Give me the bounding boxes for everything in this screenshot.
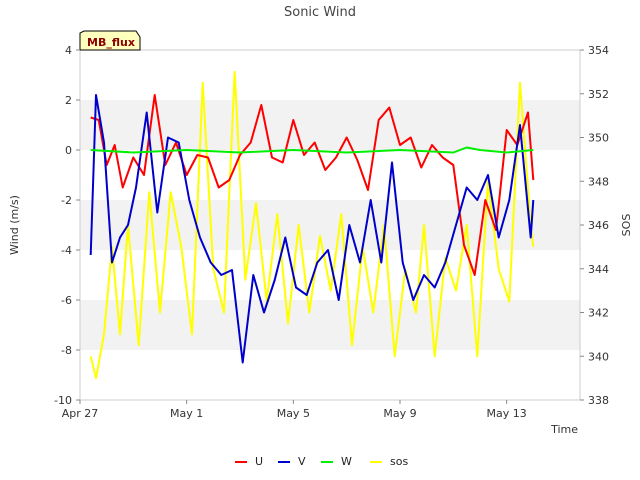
y2-axis-label: SOS (620, 214, 633, 237)
y2-tick-label: 346 (588, 219, 609, 232)
y-tick-label: 4 (65, 44, 72, 57)
y-tick-label: -8 (61, 344, 72, 357)
y2-tick-label: 354 (588, 44, 609, 57)
y2-tick-label: 350 (588, 132, 609, 145)
y-tick-label: -2 (61, 194, 72, 207)
series-line-v (89, 94, 535, 364)
x-tick-label: May 1 (170, 407, 203, 420)
site-label-text: MB_flux (87, 36, 135, 49)
legend-label-v: V (298, 455, 306, 468)
grid-band (80, 100, 580, 150)
y2-tick-label: 342 (588, 307, 609, 320)
legend-label-w: W (341, 455, 352, 468)
grid-band (80, 300, 580, 350)
y-tick-label: 2 (65, 94, 72, 107)
x-axis-label: Time (550, 423, 578, 436)
y2-tick-label: 352 (588, 88, 609, 101)
legend-label-u: U (255, 455, 263, 468)
chart-title: Sonic Wind (284, 5, 356, 20)
x-tick-label: May 9 (383, 407, 416, 420)
legend-label-sos: sos (390, 455, 408, 468)
x-tick-label: May 5 (277, 407, 310, 420)
y2-tick-label: 338 (588, 394, 609, 407)
site-label-badge: MB_flux (79, 30, 141, 51)
x-tick-label: Apr 27 (62, 407, 99, 420)
series-line-w (90, 146, 534, 154)
grid-band (80, 200, 580, 250)
y-tick-label: -10 (54, 394, 72, 407)
x-tick-label: May 13 (487, 407, 527, 420)
site-label-box (79, 30, 141, 51)
series-line-u (90, 94, 535, 276)
series-lines (89, 70, 535, 380)
x-axis-ticks: Apr 27 May 1 May 5 May 9 May 13 (62, 400, 527, 420)
y-tick-label: 0 (65, 144, 72, 157)
y2-tick-label: 348 (588, 175, 609, 188)
y-axis-ticks: 4 2 0 -2 -4 -6 -8 -10 (54, 44, 80, 407)
y2-axis-ticks: 354 352 350 348 346 344 342 340 338 (580, 44, 609, 407)
y-tick-label: -4 (61, 244, 72, 257)
y2-tick-label: 344 (588, 263, 609, 276)
y-tick-label: -6 (61, 294, 72, 307)
series-line-sos (89, 70, 535, 380)
y2-tick-label: 340 (588, 350, 609, 363)
y-axis-label: Wind (m/s) (8, 195, 21, 255)
